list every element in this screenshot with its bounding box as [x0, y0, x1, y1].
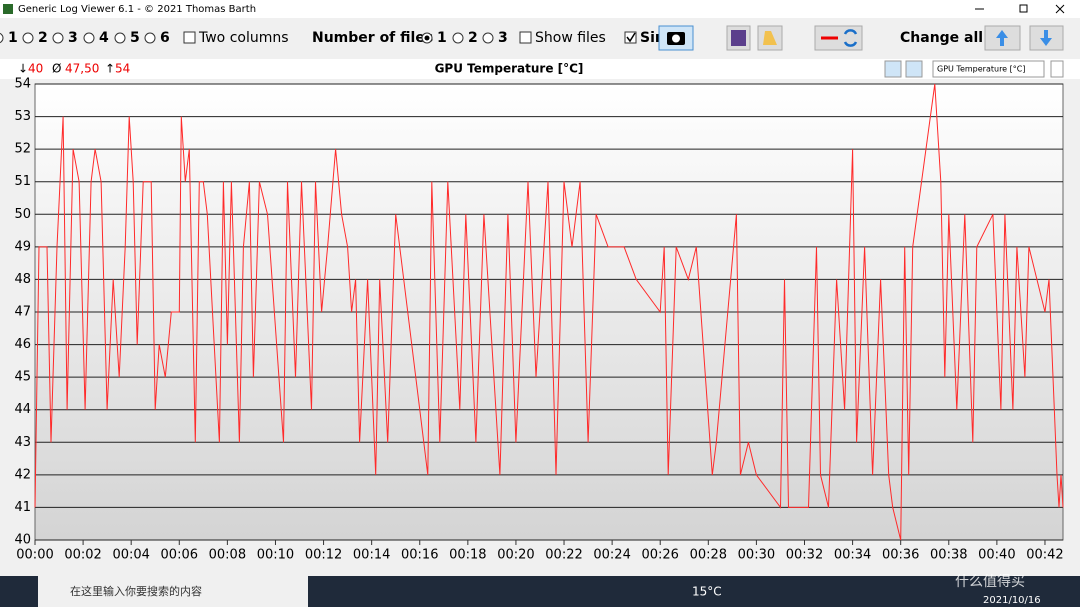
y-tick-label: 42	[14, 467, 31, 482]
check	[626, 32, 636, 43]
column-option: 1	[8, 30, 18, 46]
x-tick-label: 00:36	[882, 548, 919, 563]
y-tick-label: 43	[14, 435, 31, 450]
min-arrow: ↓	[18, 62, 28, 76]
radio[interactable]	[482, 32, 494, 44]
radio[interactable]	[22, 32, 34, 44]
y-tick-label: 44	[14, 402, 31, 417]
series-selector[interactable]	[932, 60, 1045, 78]
data-line	[34, 83, 1064, 541]
chart-header	[0, 59, 1080, 79]
y-tick-label: 45	[14, 370, 31, 385]
plot: 40 41 42 43 44 45 46 47 48 49 50 51 52 53 54 00:00 00:02…	[14, 77, 1063, 563]
radio[interactable]	[114, 32, 126, 44]
file-option: 1	[437, 30, 447, 46]
x-tick-label: 00:18	[449, 548, 486, 563]
refresh-icon	[843, 29, 858, 47]
window-title: Generic Log Viewer 6.1 - © 2021 Thomas B…	[18, 4, 256, 15]
file-option: 2	[468, 30, 478, 46]
number-of-files-label: Number of files	[312, 30, 433, 46]
max-value: 54	[115, 62, 130, 76]
app-icon	[3, 4, 13, 14]
y-tick-label: 51	[14, 174, 31, 189]
y-tick-label: 41	[14, 500, 31, 515]
x-tick-label: 00:08	[209, 548, 246, 563]
avg-symbol: Ø	[52, 62, 61, 76]
column-option: 3	[68, 30, 78, 46]
avg-value: 47,50	[65, 62, 99, 76]
min-value: 40	[28, 62, 43, 76]
y-tick-label: 47	[14, 305, 31, 320]
add-button[interactable]	[1050, 60, 1064, 78]
save-icon	[731, 30, 746, 46]
search-box[interactable]	[38, 576, 308, 607]
watermark: 什么值得买	[955, 573, 1025, 590]
column-option: 2	[38, 30, 48, 46]
x-tick-label: 00:20	[497, 548, 534, 563]
y-tick-label: 40	[14, 533, 31, 548]
radio[interactable]	[52, 32, 64, 44]
x-tick-label: 00:16	[401, 548, 438, 563]
y-tick-label: 52	[14, 142, 31, 157]
search-text: 在这里输入你要搜索的内容	[70, 584, 202, 598]
x-tick-label: 00:04	[112, 548, 149, 563]
y-tick-label: 54	[14, 77, 31, 92]
max-arrow: ↑	[105, 62, 115, 76]
y-tick-label: 50	[14, 207, 31, 222]
x-tick-label: 00:06	[161, 548, 198, 563]
restore[interactable]	[1019, 4, 1028, 13]
chart-title: GPU Temperature [°C]	[435, 62, 584, 76]
x-tick-label: 00:12	[305, 548, 342, 563]
y-tick-label: 48	[14, 272, 31, 287]
checkbox[interactable]	[519, 31, 532, 44]
two-columns: Two columns	[198, 30, 289, 46]
change-all: Change all	[900, 30, 983, 46]
date: 2021/10/16	[983, 595, 1041, 606]
up-arrow	[996, 30, 1008, 46]
folder-icon	[763, 31, 777, 45]
x-tick-label: 00:02	[64, 548, 101, 563]
series-selector-text: GPU Temperature [°C]	[937, 65, 1025, 74]
column-option: 6	[160, 30, 170, 46]
down-arrow	[1040, 30, 1052, 46]
x-tick-label: 00:34	[834, 548, 871, 563]
x-tick-label: 00:14	[353, 548, 390, 563]
move-up[interactable]	[884, 60, 902, 78]
title-bar	[0, 0, 1080, 18]
radio-dot	[424, 35, 430, 41]
camera-lens	[672, 34, 680, 43]
x-tick-label: 00:10	[257, 548, 294, 563]
column-option: 4	[99, 30, 109, 46]
x-tick-label: 00:28	[690, 548, 727, 563]
x-tick-label: 00:38	[930, 548, 967, 563]
move-down[interactable]	[905, 60, 923, 78]
x-tick-label: 00:42	[1026, 548, 1063, 563]
x-tick-label: 00:00	[16, 548, 53, 563]
weather: 15°C	[692, 585, 722, 599]
x-tick-label: 00:32	[786, 548, 823, 563]
checkbox[interactable]	[624, 31, 637, 44]
show-files: Show files	[535, 30, 606, 46]
radio[interactable]	[83, 32, 95, 44]
x-tick-label: 00:30	[738, 548, 775, 563]
column-option: 5	[130, 30, 140, 46]
x-tick-label: 00:40	[978, 548, 1015, 563]
x-tick-label: 00:26	[641, 548, 678, 563]
x-tick-label: 00:22	[545, 548, 582, 563]
close[interactable]	[1055, 4, 1065, 14]
x-tick-label: 00:24	[593, 548, 630, 563]
radio[interactable]	[452, 32, 464, 44]
y-tick-label: 46	[14, 337, 31, 352]
toolbar: Number of files Two columns Show files S…	[0, 25, 1064, 51]
radio[interactable]	[144, 32, 156, 44]
checkbox[interactable]	[183, 31, 196, 44]
file-option: 3	[498, 30, 508, 46]
radio[interactable]	[0, 32, 4, 44]
y-tick-label: 49	[14, 239, 31, 254]
y-tick-label: 53	[14, 109, 31, 124]
